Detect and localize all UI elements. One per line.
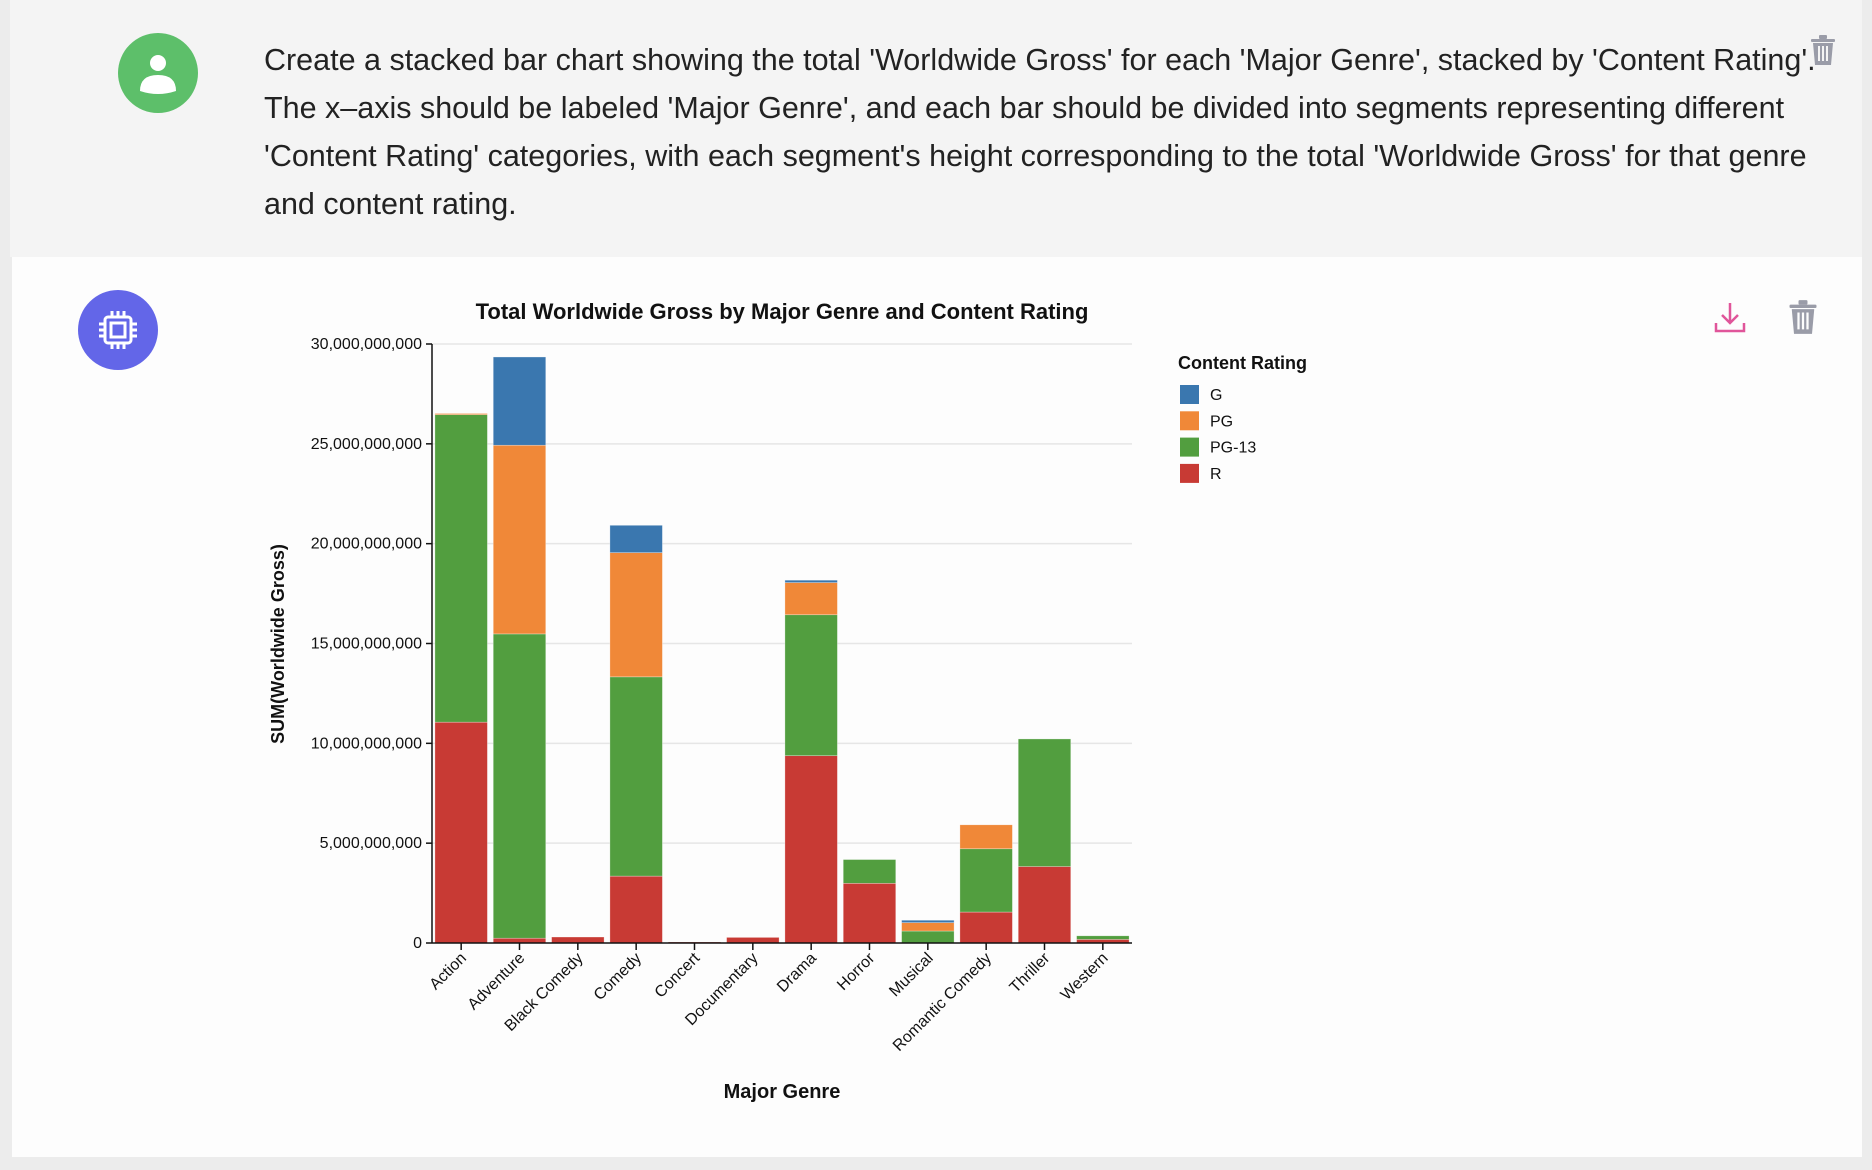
x-tick-label: Comedy [591,950,645,1004]
bar-segment-pg-13 [784,614,838,757]
y-axis-title: SUM(Worldwide Gross) [268,544,288,744]
bar-segment-g [492,356,547,446]
delete-prompt-button[interactable] [1810,34,1836,71]
bar-segment-pg-13 [1076,935,1130,940]
x-axis-title: Major Genre [724,1081,841,1103]
user-icon [140,55,176,94]
x-tick-label: Action [427,950,470,993]
user-avatar [118,33,198,113]
download-chart-button[interactable] [1712,299,1748,340]
trash-icon [1811,35,1835,65]
y-tick-label: 10,000,000,000 [311,735,422,752]
bar-segment-g [784,579,838,583]
y-tick-label: 25,000,000,000 [311,436,422,453]
bar-segment-pg-13 [901,930,955,944]
bar-segment-pg [959,824,1013,850]
chip-icon [99,311,137,349]
legend-swatch-g [1180,385,1199,404]
bar-segment-g [901,919,955,923]
x-tick-label: Thriller [1007,949,1054,996]
bar-segment-r [609,875,663,944]
y-tick-label: 0 [413,935,422,952]
bar-segment-pg-13 [434,414,488,723]
bar-segment-pg [784,582,838,616]
bar-segment-pg [609,552,663,678]
user-message: Create a stacked bar chart showing the t… [10,0,1862,257]
bar-segment-pg-13 [1017,738,1072,867]
prompt-text: Create a stacked bar chart showing the t… [264,43,1816,221]
bar-segment-r [959,911,1013,944]
download-icon [1714,303,1746,333]
x-tick-label: Romantic Comedy [890,950,995,1055]
y-tick-label: 30,000,000,000 [311,336,422,353]
bar-segment-pg [492,444,547,635]
bar-segment-r [1017,866,1072,944]
bar-segment-pg [434,413,488,415]
x-tick-label: Horror [834,949,879,994]
bar-segment-r [551,936,605,944]
y-tick-label: 15,000,000,000 [311,636,422,653]
chart-title: Total Worldwide Gross by Major Genre and… [476,299,1089,324]
x-tick-label: Western [1058,950,1112,1004]
legend-swatch-r [1180,463,1199,483]
legend-swatch-pg [1180,411,1199,431]
bar-segment-pg [901,922,955,932]
delete-chart-button[interactable] [1788,299,1818,340]
bar-segment-g [609,524,663,553]
legend: G PG PG-13 R [1180,385,1256,483]
legend-title: Content Rating [1178,353,1307,373]
bar-segment-pg-13 [842,859,897,884]
legend-label: PG-13 [1210,440,1256,457]
y-tick-label: 5,000,000,000 [320,835,422,852]
bar-segment-pg-13 [959,848,1013,913]
bar-segment-r [726,937,780,944]
x-tick-label: Adventure [465,950,529,1014]
bar-segment-r [434,721,488,944]
x-tick-label: Concert [652,949,704,1001]
bar-segment-r [842,882,897,944]
bar-segment-pg-13 [492,633,547,939]
bot-message [12,257,1862,1157]
legend-label: R [1210,466,1222,483]
legend-label: G [1210,387,1222,404]
x-tick-label: Musical [886,950,936,1000]
trash-icon [1789,300,1817,334]
bar-segment-pg-13 [609,676,663,877]
bar-segment-r [784,755,838,944]
bot-avatar [78,290,158,370]
legend-swatch-pg-13 [1180,437,1199,457]
y-tick-label: 20,000,000,000 [311,536,422,553]
legend-label: PG [1210,413,1233,430]
x-tick-label: Drama [774,950,820,996]
